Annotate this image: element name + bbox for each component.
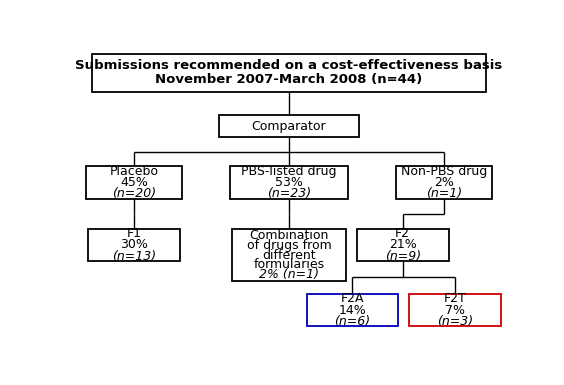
Text: PBS-listed drug: PBS-listed drug xyxy=(241,165,337,178)
FancyBboxPatch shape xyxy=(88,229,180,261)
Text: (n=13): (n=13) xyxy=(112,249,156,263)
FancyBboxPatch shape xyxy=(232,229,346,281)
FancyBboxPatch shape xyxy=(396,166,492,199)
Text: (n=3): (n=3) xyxy=(437,315,473,328)
Text: 53%: 53% xyxy=(275,176,303,189)
Text: F2: F2 xyxy=(395,227,410,240)
Text: F1: F1 xyxy=(126,227,142,240)
Text: Submissions recommended on a cost-effectiveness basis: Submissions recommended on a cost-effect… xyxy=(76,59,503,72)
Text: (n=9): (n=9) xyxy=(385,249,421,263)
Text: (n=23): (n=23) xyxy=(267,187,311,200)
FancyBboxPatch shape xyxy=(92,54,486,92)
FancyBboxPatch shape xyxy=(86,166,182,199)
Text: November 2007-March 2008 (n=44): November 2007-March 2008 (n=44) xyxy=(156,74,422,87)
Text: 2%: 2% xyxy=(434,176,454,189)
Text: 30%: 30% xyxy=(120,238,148,251)
Text: Non-PBS drug: Non-PBS drug xyxy=(401,165,487,178)
Text: different: different xyxy=(262,249,316,262)
Text: of drugs from: of drugs from xyxy=(246,239,332,252)
Text: Placebo: Placebo xyxy=(109,165,158,178)
Text: (n=6): (n=6) xyxy=(334,315,371,328)
FancyBboxPatch shape xyxy=(357,229,448,261)
FancyBboxPatch shape xyxy=(219,115,359,137)
FancyBboxPatch shape xyxy=(307,294,398,326)
Text: formularies: formularies xyxy=(253,258,325,271)
FancyBboxPatch shape xyxy=(230,166,348,199)
Text: (n=1): (n=1) xyxy=(426,187,462,200)
Text: (n=20): (n=20) xyxy=(112,187,156,200)
Text: 21%: 21% xyxy=(389,238,417,251)
Text: 45%: 45% xyxy=(120,176,148,189)
Text: F2T: F2T xyxy=(444,292,466,305)
Text: Comparator: Comparator xyxy=(252,120,327,133)
Text: 2% (n=1): 2% (n=1) xyxy=(259,268,319,281)
Text: Combination: Combination xyxy=(249,229,329,242)
FancyBboxPatch shape xyxy=(409,294,501,326)
Text: 7%: 7% xyxy=(445,303,465,316)
Text: 14%: 14% xyxy=(338,303,366,316)
Text: F2A: F2A xyxy=(341,292,364,305)
